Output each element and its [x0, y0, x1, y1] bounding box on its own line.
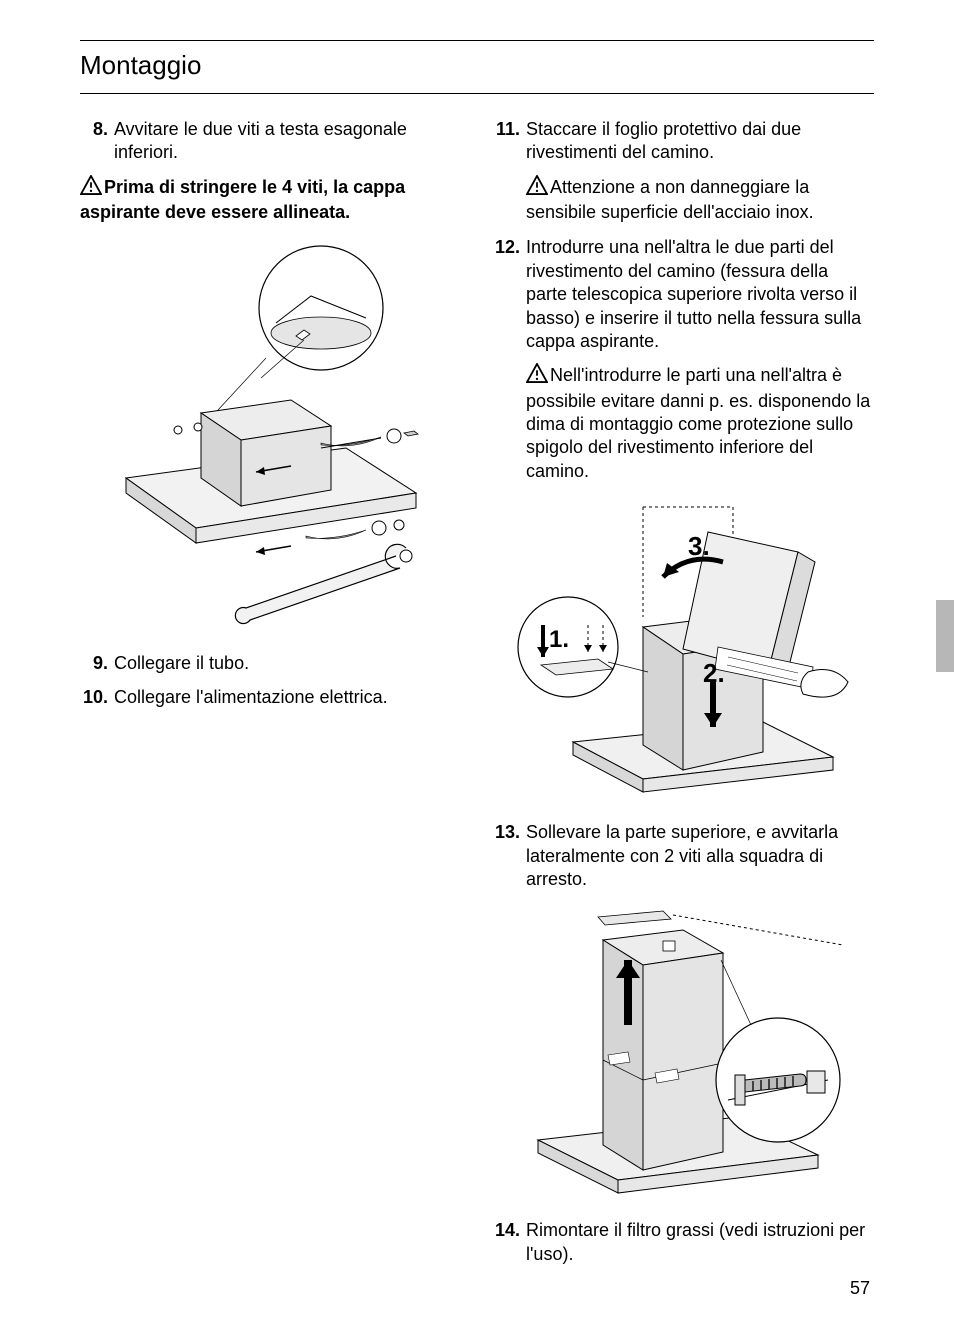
warning-icon [526, 363, 548, 389]
step-10: 10. Collegare l'alimentazione elettrica. [80, 686, 462, 709]
warning-text: Nell'introdurre le parti una nell'altra … [526, 365, 870, 481]
step-text: Collegare il tubo. [114, 652, 462, 675]
figure-raise-screw [513, 905, 853, 1205]
step-13: 13. Sollevare la parte superiore, e avvi… [492, 821, 874, 891]
page-number: 57 [850, 1277, 870, 1300]
step-number: 11. [492, 118, 520, 165]
step-text: Avvitare le due viti a testa esagonale i… [114, 118, 462, 165]
step-text: Sollevare la parte superiore, e avvitarl… [526, 821, 874, 891]
step-text: Introdurre una nell'altra le due parti d… [526, 236, 874, 353]
warning-text: Prima di stringere le 4 viti, la cappa a… [80, 177, 405, 222]
step-8: 8. Avvitare le due viti a testa esagonal… [80, 118, 462, 165]
step-number: 10. [80, 686, 108, 709]
left-column: 8. Avvitare le due viti a testa esagonal… [80, 118, 462, 1276]
step-text: Collegare l'alimentazione elettrica. [114, 686, 462, 709]
section-title: Montaggio [80, 49, 874, 83]
two-column-layout: 8. Avvitare le due viti a testa esagonal… [80, 118, 874, 1276]
step-text: Staccare il foglio protettivo dai due ri… [526, 118, 874, 165]
right-column: 11. Staccare il foglio protettivo dai du… [492, 118, 874, 1276]
step-number: 8. [80, 118, 108, 165]
warning-alignment: Prima di stringere le 4 viti, la cappa a… [80, 175, 462, 225]
warning-template: Nell'introdurre le parti una nell'altra … [492, 363, 874, 483]
fig-label-3: 3. [688, 531, 710, 561]
warning-text: Attenzione a non danneggiare la sensibil… [526, 177, 814, 222]
step-number: 12. [492, 236, 520, 353]
step-14: 14. Rimontare il filtro grassi (vedi ist… [492, 1219, 874, 1266]
step-number: 9. [80, 652, 108, 675]
step-text: Rimontare il filtro grassi (vedi istruzi… [526, 1219, 874, 1266]
warning-icon [80, 175, 102, 201]
page-content: Montaggio 8. Avvitare le due viti a test… [0, 0, 954, 1306]
fig-label-1: 1. [549, 626, 569, 653]
step-12: 12. Introdurre una nell'altra le due par… [492, 236, 874, 353]
figure-insert-chimney: 3. 2. 1. [513, 497, 853, 807]
step-number: 13. [492, 821, 520, 891]
step-9: 9. Collegare il tubo. [80, 652, 462, 675]
warning-surface: Attenzione a non danneggiare la sensibil… [492, 175, 874, 225]
step-11: 11. Staccare il foglio protettivo dai du… [492, 118, 874, 165]
title-underline [80, 93, 874, 94]
figure-hex-bolts [106, 238, 436, 638]
top-rule [80, 40, 874, 41]
fig-label-2: 2. [703, 658, 725, 688]
step-number: 14. [492, 1219, 520, 1266]
page-side-tab [936, 600, 954, 672]
warning-icon [526, 175, 548, 201]
